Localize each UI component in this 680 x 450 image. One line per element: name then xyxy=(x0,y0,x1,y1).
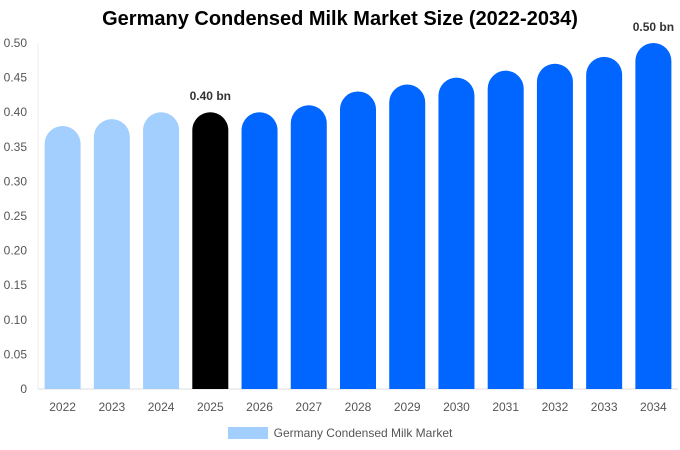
bar-2023 xyxy=(93,119,130,389)
y-tick-label: 0.35 xyxy=(4,140,28,154)
data-label-2034: 0.50 bn xyxy=(633,20,674,34)
x-tick-label: 2027 xyxy=(295,400,322,414)
x-tick-label: 2025 xyxy=(197,400,224,414)
bar-2030 xyxy=(438,77,475,389)
x-tick-label: 2031 xyxy=(492,400,519,414)
y-tick-label: 0.25 xyxy=(4,209,28,223)
x-tick-label: 2029 xyxy=(394,400,421,414)
bar-2025 xyxy=(192,112,229,389)
x-tick-label: 2032 xyxy=(542,400,569,414)
x-tick-label: 2030 xyxy=(443,400,470,414)
x-tick-label: 2022 xyxy=(49,400,76,414)
bar-2022 xyxy=(44,126,81,390)
y-tick-label: 0.45 xyxy=(4,71,28,85)
legend: Germany Condensed Milk Market xyxy=(0,426,680,440)
x-tick-label: 2023 xyxy=(98,400,125,414)
y-tick-label: 0.15 xyxy=(4,278,28,292)
bar-2026 xyxy=(241,112,278,389)
bar-2031 xyxy=(487,70,524,390)
bar-2032 xyxy=(536,63,573,389)
y-tick-label: 0.40 xyxy=(4,105,28,119)
legend-label: Germany Condensed Milk Market xyxy=(273,426,453,440)
chart-title: Germany Condensed Milk Market Size (2022… xyxy=(102,8,578,30)
x-tick-label: 2034 xyxy=(640,400,667,414)
bar-2027 xyxy=(290,105,327,389)
bar-2029 xyxy=(389,84,426,390)
y-tick-label: 0.05 xyxy=(4,347,28,361)
x-tick-label: 2033 xyxy=(591,400,618,414)
bar-2034 xyxy=(635,43,672,389)
x-tick-label: 2024 xyxy=(148,400,175,414)
bar-2024 xyxy=(143,112,180,389)
x-tick-label: 2028 xyxy=(345,400,372,414)
y-tick-label: 0.10 xyxy=(4,313,28,327)
y-tick-label: 0.30 xyxy=(4,174,28,188)
y-tick-label: 0.50 xyxy=(4,36,28,50)
x-tick-label: 2026 xyxy=(246,400,273,414)
bar-2033 xyxy=(586,56,623,390)
y-tick-label: 0.20 xyxy=(4,244,28,258)
bar-2028 xyxy=(340,91,376,390)
data-label-2025: 0.40 bn xyxy=(190,89,231,103)
y-tick-label: 0 xyxy=(20,382,27,396)
legend-swatch xyxy=(227,427,268,439)
